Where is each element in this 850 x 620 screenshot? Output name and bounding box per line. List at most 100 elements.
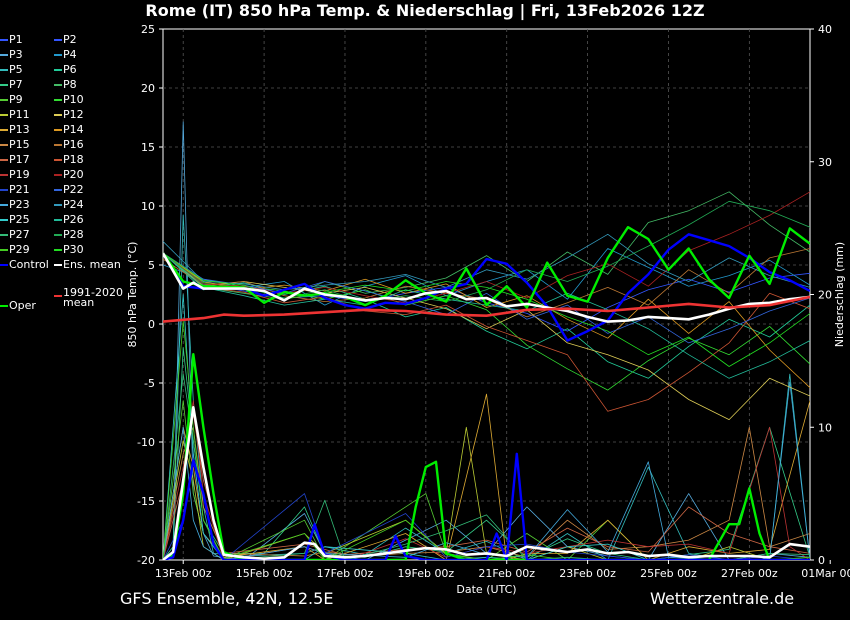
y-tick-label: 0 xyxy=(148,318,155,331)
legend-swatch xyxy=(0,144,8,146)
precip-series-p17 xyxy=(163,413,810,560)
legend-swatch xyxy=(54,204,62,206)
legend-label: P17 xyxy=(9,153,30,166)
temp-series-ens-mean xyxy=(163,252,810,323)
y-tick-label: -10 xyxy=(137,436,155,449)
x-tick-label: 15Feb 00z xyxy=(236,567,293,580)
legend-label: P10 xyxy=(63,93,84,106)
legend-swatch xyxy=(0,159,8,161)
legend-swatch xyxy=(54,54,62,56)
precip-series-p3 xyxy=(163,121,810,560)
precip-series-p19 xyxy=(163,400,810,560)
legend-item-p15: P15 xyxy=(0,137,30,152)
y-tick-label: 20 xyxy=(141,82,155,95)
model-location: GFS Ensemble, 42N, 12.5E xyxy=(120,589,334,608)
precip-series-p21 xyxy=(163,453,810,560)
legend-label: P22 xyxy=(63,183,84,196)
legend-item-p23: P23 xyxy=(0,197,30,212)
y2-axis-label: Niederschlag (mm) xyxy=(833,242,846,347)
y-tick-label: 5 xyxy=(148,259,155,272)
legend-label: P3 xyxy=(9,48,23,61)
precip-series-p27 xyxy=(163,373,810,560)
legend-item-p9: P9 xyxy=(0,92,23,107)
legend-swatch xyxy=(54,234,62,236)
legend-item-p12: P12 xyxy=(54,107,84,122)
legend-label: P21 xyxy=(9,183,30,196)
y-tick-label: -20 xyxy=(137,554,155,567)
legend-swatch xyxy=(54,39,62,41)
precip-series-ens-mean xyxy=(163,406,810,560)
x-tick-label: 21Feb 00z xyxy=(478,567,535,580)
legend-item-p4: P4 xyxy=(54,47,77,62)
legend-label: Ens. mean xyxy=(63,258,121,271)
legend-label: P16 xyxy=(63,138,84,151)
legend-label: P28 xyxy=(63,228,84,241)
legend-swatch xyxy=(0,264,8,266)
legend-swatch xyxy=(54,114,62,116)
legend-item-p25: P25 xyxy=(0,212,30,227)
x-tick-label: 19Feb 00z xyxy=(397,567,454,580)
legend-item-ens-mean: Ens. mean xyxy=(54,257,121,272)
legend-swatch xyxy=(54,295,62,297)
legend-label: 1991-2020 mean xyxy=(63,286,123,309)
legend-label: P14 xyxy=(63,123,84,136)
legend-swatch xyxy=(0,204,8,206)
legend-item-p24: P24 xyxy=(54,197,84,212)
legend-label: P7 xyxy=(9,78,23,91)
legend-item-p3: P3 xyxy=(0,47,23,62)
legend-swatch xyxy=(0,54,8,56)
x-tick-label: 23Feb 00z xyxy=(559,567,616,580)
temp-series-oper xyxy=(163,226,810,309)
precip-series-control xyxy=(163,452,810,560)
legend-label: P23 xyxy=(9,198,30,211)
legend-label: P1 xyxy=(9,33,23,46)
legend-item-p22: P22 xyxy=(54,182,84,197)
legend-item-1991-2020-mean: 1991-2020 mean xyxy=(54,286,125,309)
legend-label: P20 xyxy=(63,168,84,181)
legend-item-p21: P21 xyxy=(0,182,30,197)
legend-label: P19 xyxy=(9,168,30,181)
x-tick-label: 17Feb 00z xyxy=(317,567,374,580)
legend-label: P25 xyxy=(9,213,30,226)
legend-label: P4 xyxy=(63,48,77,61)
temp-series-p14 xyxy=(163,252,810,388)
legend-swatch xyxy=(0,305,8,307)
legend-label: Oper xyxy=(9,299,36,312)
y2-tick-label: 40 xyxy=(818,23,832,36)
legend-label: P27 xyxy=(9,228,30,241)
y-tick-label: 15 xyxy=(141,141,155,154)
legend-label: P2 xyxy=(63,33,77,46)
legend-item-p20: P20 xyxy=(54,167,84,182)
legend-item-p6: P6 xyxy=(54,62,77,77)
legend-item-p14: P14 xyxy=(54,122,84,137)
x-tick-label: 13Feb 00z xyxy=(155,567,212,580)
legend-swatch xyxy=(0,234,8,236)
legend-swatch xyxy=(0,219,8,221)
legend-item-p29: P29 xyxy=(0,242,30,257)
legend-item-control: Control xyxy=(0,257,49,272)
legend-item-p19: P19 xyxy=(0,167,30,182)
x-tick-label: 25Feb 00z xyxy=(640,567,697,580)
legend-item-p16: P16 xyxy=(54,137,84,152)
legend-item-p2: P2 xyxy=(54,32,77,47)
legend-label: P30 xyxy=(63,243,84,256)
temp-series-p12 xyxy=(163,252,810,420)
legend-swatch xyxy=(54,219,62,221)
precip-series-p9 xyxy=(163,400,810,560)
legend-label: P5 xyxy=(9,63,23,76)
legend-label: P6 xyxy=(63,63,77,76)
legend-label: P15 xyxy=(9,138,30,151)
legend-label: P12 xyxy=(63,108,84,121)
legend-label: Control xyxy=(9,258,49,271)
temp-series-p18 xyxy=(163,252,810,412)
x-tick-label: 01Mar 00z xyxy=(801,567,850,580)
temp-series-1991-2020-mean xyxy=(163,295,810,323)
legend-item-p7: P7 xyxy=(0,77,23,92)
legend-label: P8 xyxy=(63,78,77,91)
legend-item-p18: P18 xyxy=(54,152,84,167)
y-tick-label: -5 xyxy=(144,377,155,390)
legend-swatch xyxy=(54,144,62,146)
temp-series-control xyxy=(163,233,810,342)
source-credit: Wetterzentrale.de xyxy=(650,589,795,608)
